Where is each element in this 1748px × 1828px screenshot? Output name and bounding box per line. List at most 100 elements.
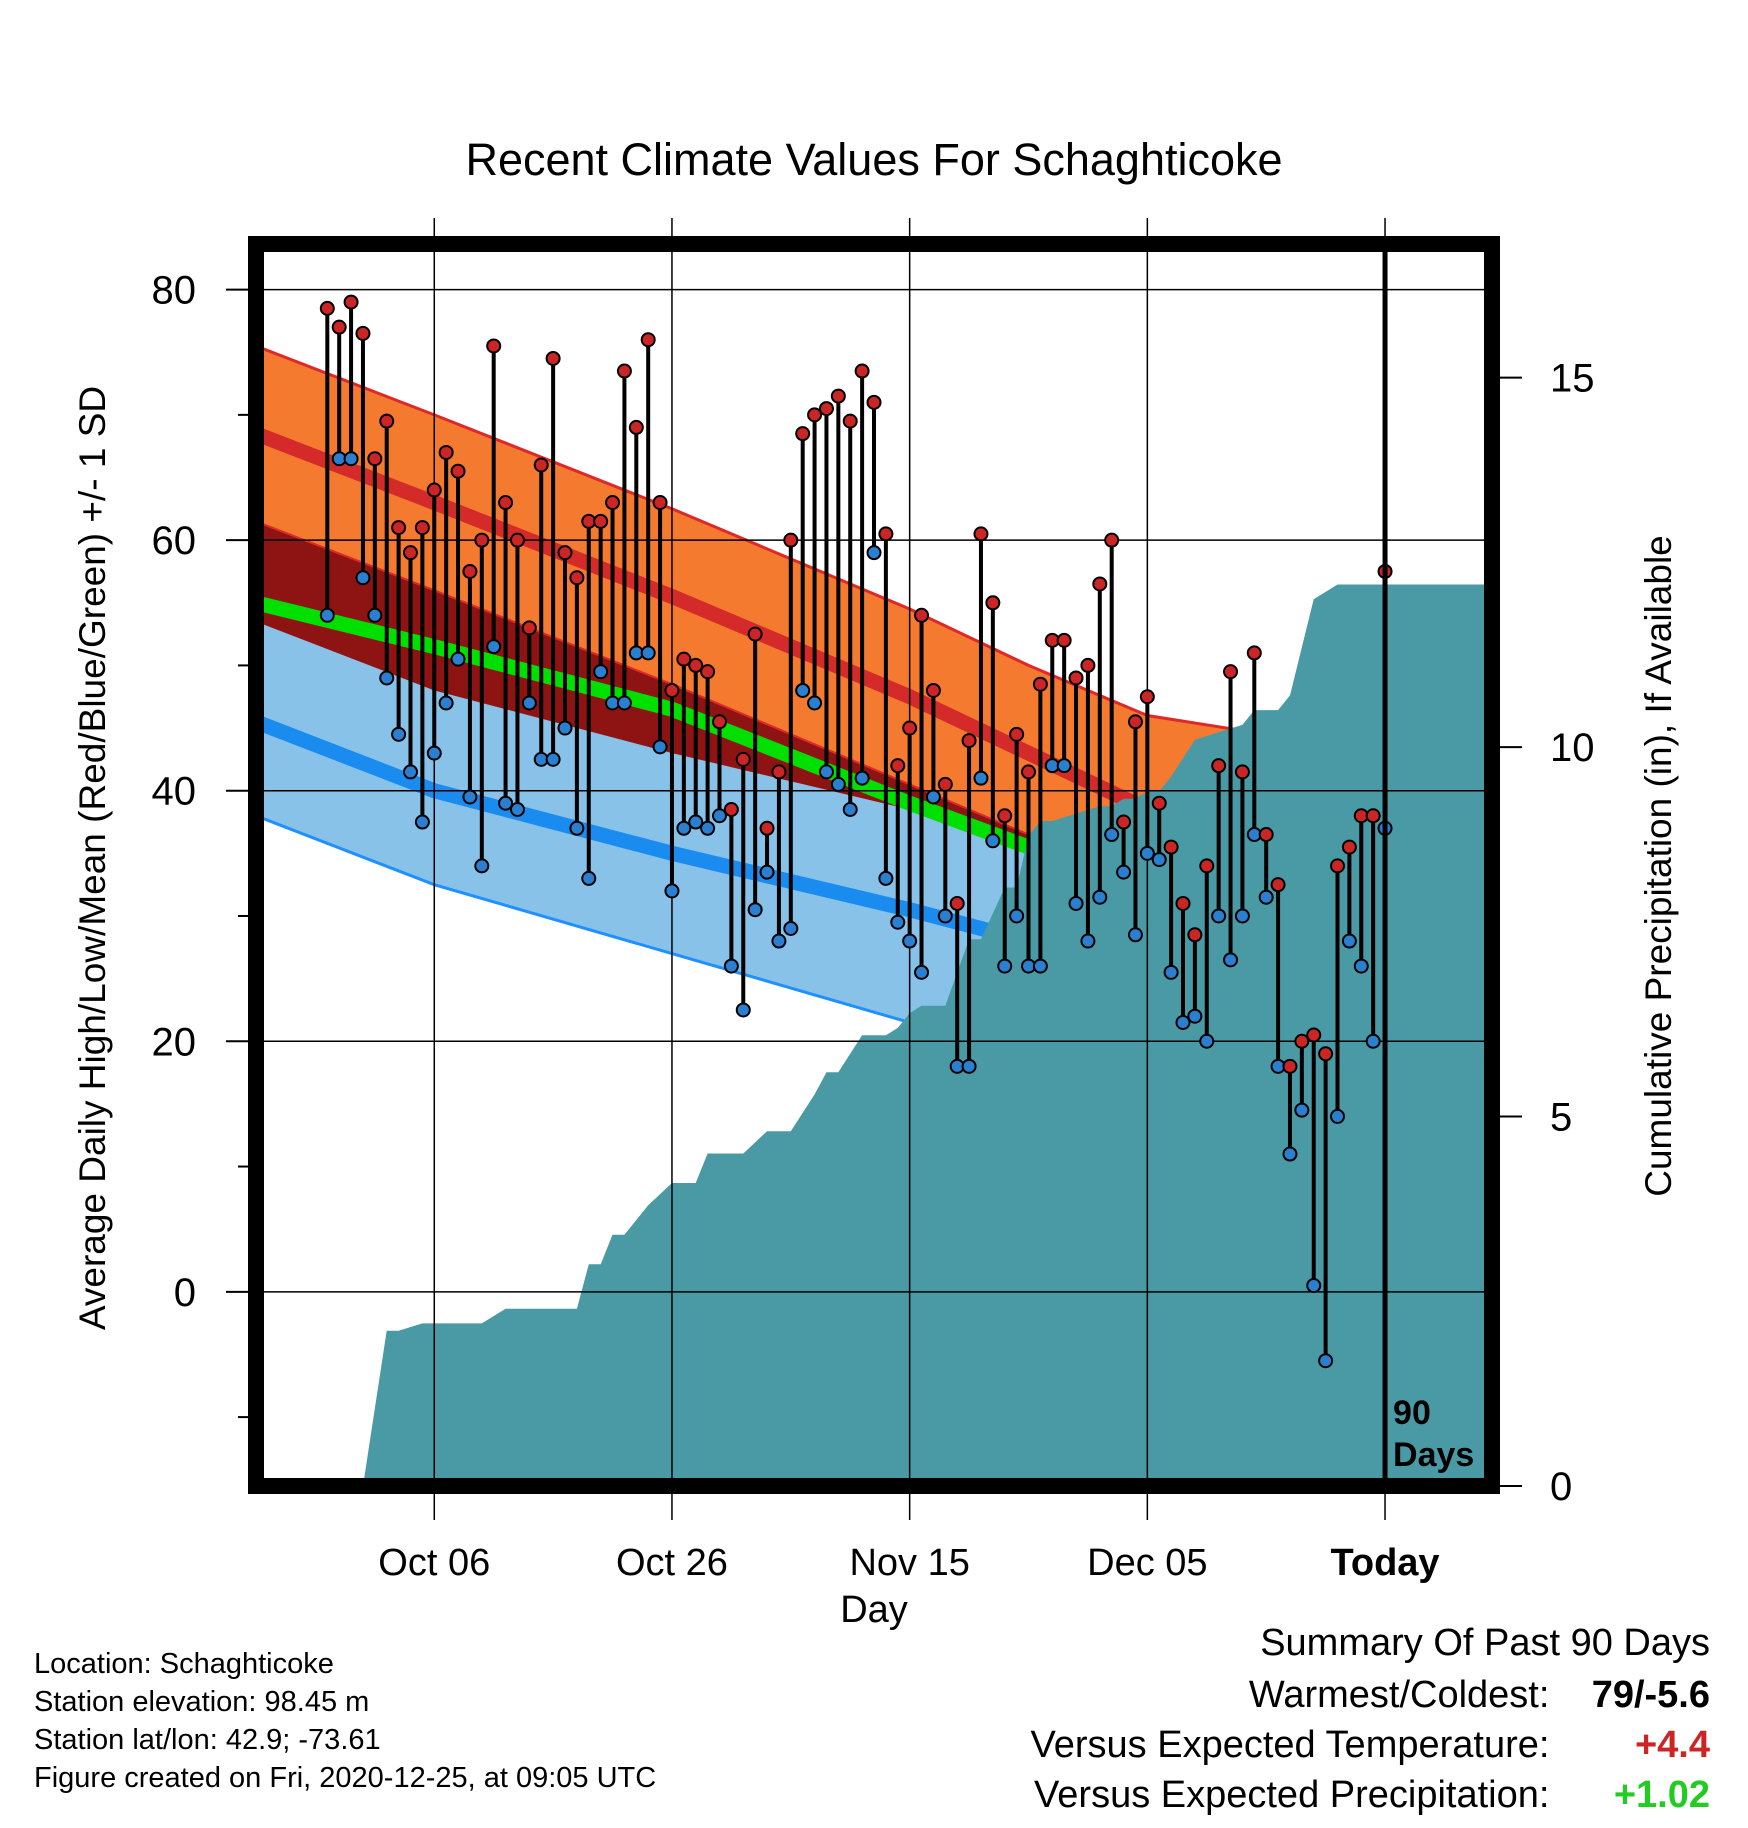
daily-high-point <box>331 319 347 335</box>
daily-high-point <box>557 545 573 561</box>
daily-low-point <box>973 770 989 786</box>
daily-high-point <box>616 363 632 379</box>
y-tick-label: 60 <box>152 519 197 563</box>
daily-high-point <box>1032 676 1048 692</box>
daily-low-point <box>1341 933 1357 949</box>
daily-low-point <box>890 914 906 930</box>
location-text: Location: Schaghticoke <box>34 1648 334 1680</box>
daily-high-point <box>712 714 727 730</box>
temperature-label: Versus Expected Temperature: <box>1030 1724 1550 1766</box>
daily-high-point <box>759 820 775 836</box>
daily-low-point <box>795 682 811 698</box>
created-text: Figure created on Fri, 2020-12-25, at 09… <box>34 1762 657 1794</box>
daily-high-point <box>807 407 823 423</box>
daily-low-point <box>985 833 1001 849</box>
daily-high-point <box>569 570 585 586</box>
daily-high-point <box>1068 670 1084 686</box>
daily-high-point <box>355 325 371 341</box>
daily-low-point <box>830 776 846 792</box>
daily-high-point <box>379 413 395 429</box>
daily-high-point <box>533 457 549 473</box>
elevation-text: Station elevation: 98.45 m <box>34 1686 370 1718</box>
daily-low-point <box>1353 958 1369 974</box>
daily-high-point <box>462 563 478 579</box>
daily-low-point <box>1032 958 1048 974</box>
axes: 0 20 40 60 80 0 5 10 15 Oct 06 Oct 26 Nov 15 Dec 05 T… <box>152 269 1595 1584</box>
station-info: Location: Schaghticoke Station elevation… <box>34 1645 656 1797</box>
daily-low-point <box>438 695 454 711</box>
daily-low-point <box>723 958 739 974</box>
daily-low-point <box>688 814 704 830</box>
summary-heading: Summary Of Past 90 Days <box>1260 1622 1710 1664</box>
daily-low-point <box>878 870 894 886</box>
daily-low-point <box>545 751 561 767</box>
daily-low-point <box>807 695 823 711</box>
x-tick-label: Today <box>1330 1542 1439 1584</box>
warmest-value: 79/-5.6 <box>1591 1674 1710 1716</box>
daily-low-point <box>319 607 335 623</box>
daily-high-point <box>1139 689 1155 705</box>
daily-low-point <box>1199 1033 1215 1049</box>
warmest-row: Warmest/Coldest: 79/-5.6 <box>1031 1674 1710 1724</box>
daily-high-point <box>1092 576 1108 592</box>
temperature-value: +4.4 <box>1634 1724 1710 1766</box>
daily-high-point <box>414 520 430 536</box>
y2-tick-label: 15 <box>1550 357 1595 401</box>
daily-high-point <box>1104 532 1120 548</box>
daily-low-point <box>343 451 359 467</box>
daily-high-point <box>652 495 668 511</box>
daily-high-point <box>1270 877 1286 893</box>
daily-low-point <box>1009 908 1025 924</box>
daily-low-point <box>676 820 692 836</box>
daily-high-point <box>688 657 704 673</box>
daily-low-point <box>1139 845 1155 861</box>
daily-high-point <box>403 545 418 561</box>
daily-low-point <box>1163 964 1179 980</box>
daily-low-point <box>1151 852 1167 868</box>
daily-low-point <box>1211 908 1227 924</box>
daily-high-point <box>486 338 502 354</box>
daily-low-point <box>1306 1278 1322 1294</box>
daily-high-point <box>723 801 739 817</box>
daily-high-point <box>925 682 941 698</box>
plot-border <box>248 236 1500 1494</box>
daily-high-point <box>521 620 537 636</box>
daily-high-point <box>1187 927 1203 943</box>
daily-low-point <box>569 820 585 836</box>
daily-low-point <box>521 695 537 711</box>
daily-high-point <box>842 413 858 429</box>
daily-high-point <box>997 808 1013 824</box>
daily-high-point <box>426 482 442 498</box>
daily-high-point <box>1151 795 1167 811</box>
daily-high-point <box>854 363 870 379</box>
y-axis-label: Average Daily High/Low/Mean (Red/Blue/Gr… <box>72 386 113 1330</box>
daily-low-point <box>474 858 490 874</box>
daily-high-point <box>973 526 989 542</box>
daily-high-point <box>343 294 359 310</box>
daily-low-point <box>652 739 668 755</box>
daily-low-point <box>1282 1146 1298 1162</box>
daily-high-point <box>830 388 846 404</box>
daily-high-point <box>509 532 525 548</box>
daily-high-point <box>1009 726 1025 742</box>
daily-low-point <box>426 745 442 761</box>
x-tick-label: Dec 05 <box>1087 1542 1207 1584</box>
daily-low-point <box>581 870 597 886</box>
daily-high-point <box>1365 808 1381 824</box>
daily-high-point <box>937 776 953 792</box>
y-tick-label: 80 <box>152 269 197 313</box>
daily-low-point <box>854 770 870 786</box>
daily-high-point <box>498 495 514 511</box>
daily-low-point <box>1116 864 1132 880</box>
daily-low-point <box>712 808 727 824</box>
daily-high-point <box>818 401 834 417</box>
daily-high-point <box>735 751 751 767</box>
daily-low-point <box>1365 1033 1381 1049</box>
daily-high-point <box>1021 764 1036 780</box>
daily-high-point <box>747 626 763 642</box>
daily-high-point <box>1223 664 1239 680</box>
temperature-row: Versus Expected Temperature: +4.4 <box>1031 1724 1710 1774</box>
daily-high-point <box>1056 632 1072 648</box>
daily-low-point <box>403 764 418 780</box>
daily-low-point <box>937 908 953 924</box>
